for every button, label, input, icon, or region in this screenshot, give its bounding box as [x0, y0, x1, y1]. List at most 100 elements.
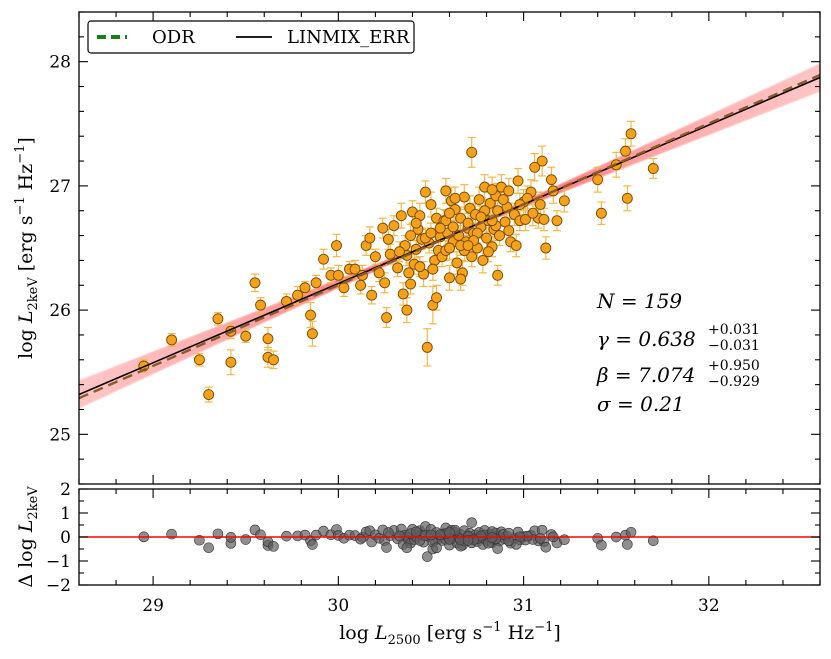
data-point: [494, 230, 505, 242]
residual-point: [444, 527, 455, 538]
residual-point: [383, 527, 394, 538]
x-tick-label: 31: [513, 596, 535, 616]
residual-point: [394, 530, 405, 542]
residual-point: [255, 529, 266, 541]
data-point: [421, 341, 433, 353]
res-y-tick-label: 0: [60, 528, 71, 548]
data-point: [414, 261, 426, 273]
y-tick-label: 26: [49, 301, 71, 321]
residual-point: [559, 534, 570, 545]
data-point: [447, 221, 459, 233]
data-point: [620, 145, 631, 157]
data-point: [392, 262, 404, 274]
data-point: [332, 269, 344, 281]
data-point: [193, 354, 205, 366]
data-point: [486, 184, 498, 196]
data-point: [306, 328, 318, 340]
data-point: [405, 278, 417, 290]
data-point: [369, 251, 381, 263]
data-point: [255, 299, 266, 311]
data-point: [419, 186, 431, 198]
data-point: [305, 309, 317, 321]
residual-point: [355, 533, 366, 545]
residual-point: [401, 542, 413, 554]
annotation-gamma-upper: +0.031: [708, 322, 760, 338]
data-point: [647, 163, 659, 174]
annotation-gamma: γ = 0.638: [597, 327, 696, 351]
data-point: [381, 312, 392, 324]
data-point: [466, 146, 478, 158]
data-point: [477, 254, 489, 266]
data-point: [455, 273, 467, 285]
tick-labels: 29 30 31 32 25 26 27 28 −2 −1 0 1 2: [46, 53, 720, 616]
residual-point: [596, 539, 607, 551]
legend: ODR LINMIX_ERR: [87, 20, 415, 54]
residual-point: [431, 542, 442, 554]
data-point: [384, 248, 396, 260]
x-axis-label: log L2500 [erg s−1 Hz−1]: [339, 620, 561, 648]
x-tick-label: 32: [698, 596, 720, 616]
annotation-beta-lower: −0.929: [708, 374, 760, 390]
y-axis-label: log L2keV [erg s−1 Hz−1]: [13, 137, 41, 359]
data-point: [395, 210, 407, 222]
data-point: [355, 279, 367, 291]
residual-point: [307, 539, 318, 550]
data-point: [512, 175, 524, 187]
data-point: [534, 199, 546, 210]
data-point: [425, 199, 437, 210]
data-point: [440, 185, 452, 197]
data-point: [529, 161, 541, 173]
legend-odr-label: ODR: [152, 27, 195, 48]
data-point: [444, 242, 455, 254]
residual-point: [421, 551, 433, 562]
res-y-tick-label: 1: [60, 504, 71, 524]
data-point: [364, 232, 376, 244]
odr-fit-line: [79, 73, 820, 400]
residual-point: [410, 526, 422, 538]
res-y-tick-label: 2: [60, 480, 71, 500]
data-point: [403, 267, 415, 279]
data-point: [473, 194, 485, 206]
data-point: [503, 185, 515, 197]
residual-point: [466, 517, 478, 528]
residual-point: [434, 529, 446, 541]
svg-text:log L2keV [erg s−1 Hz−1]: log L2keV [erg s−1 Hz−1]: [13, 137, 41, 359]
data-point: [621, 192, 633, 204]
fit-annotations: N = 159 γ = 0.638 +0.031 −0.031 β = 7.07…: [596, 289, 760, 416]
data-point: [503, 225, 515, 237]
data-point: [166, 334, 178, 346]
y-tick-label: 27: [49, 177, 71, 197]
data-point: [444, 207, 455, 219]
residual-point: [503, 527, 515, 539]
data-point: [492, 269, 504, 281]
data-point: [482, 246, 494, 258]
data-point: [538, 213, 550, 225]
data-point: [458, 191, 470, 203]
data-point: [299, 282, 311, 294]
data-point: [388, 220, 400, 232]
data-points: [138, 128, 659, 401]
data-point: [382, 233, 394, 245]
data-point: [592, 174, 604, 186]
residual-point: [268, 541, 279, 552]
residual-point: [462, 535, 474, 546]
data-point: [527, 207, 539, 219]
data-point: [249, 277, 261, 289]
data-point: [540, 242, 552, 254]
data-point: [310, 277, 322, 289]
data-point: [203, 389, 215, 401]
data-point: [434, 222, 446, 234]
residual-point: [625, 526, 637, 538]
annotation-gamma-lower: −0.031: [708, 338, 760, 354]
annotation-beta: β = 7.074: [596, 363, 695, 387]
data-point: [466, 251, 478, 263]
data-point: [444, 272, 455, 284]
data-point: [625, 128, 637, 140]
data-point: [455, 212, 467, 224]
data-point: [397, 288, 409, 300]
y-tick-label: 25: [49, 425, 71, 445]
data-point: [595, 207, 607, 219]
x-tick-label: 29: [142, 596, 164, 616]
data-point: [331, 240, 342, 251]
data-point: [497, 194, 509, 206]
